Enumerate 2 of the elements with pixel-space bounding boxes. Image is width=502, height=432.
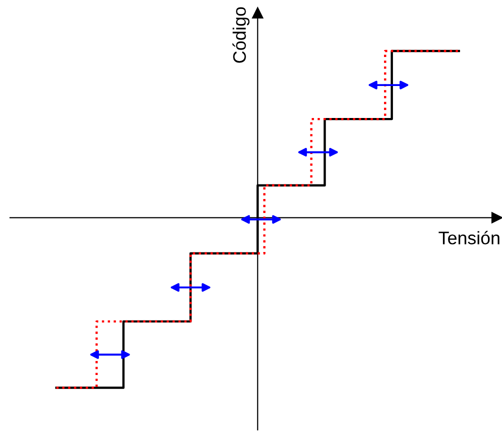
y-axis-title: Código bbox=[232, 7, 250, 63]
x-axis-title: Tensión bbox=[438, 230, 500, 244]
